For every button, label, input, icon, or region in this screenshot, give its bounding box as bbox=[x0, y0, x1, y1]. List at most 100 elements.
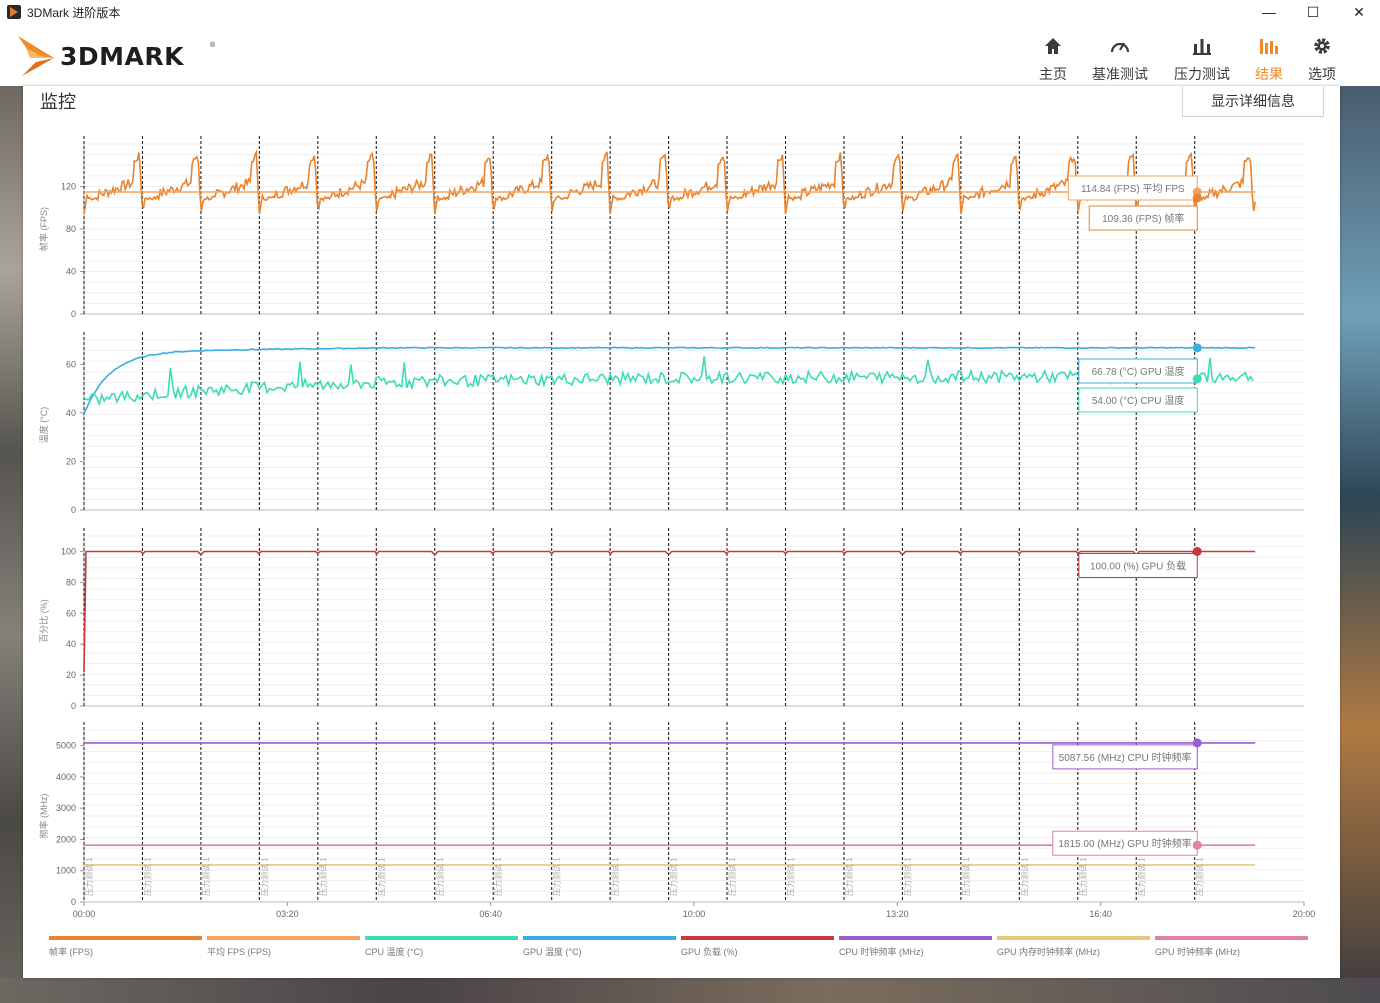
nav-options[interactable]: 选项 bbox=[1302, 34, 1342, 84]
nav-options-label: 选项 bbox=[1308, 66, 1336, 82]
x-tick-label: 13:20 bbox=[886, 909, 909, 919]
x-tick-label: 20:00 bbox=[1293, 909, 1316, 919]
tooltip-text: 109.36 (FPS) 帧率 bbox=[1102, 212, 1184, 225]
panel-title: 监控 bbox=[40, 92, 76, 112]
tooltip-text: 54.00 (°C) CPU 温度 bbox=[1092, 394, 1184, 407]
legend-label: GPU 时钟频率 (MHz) bbox=[1155, 946, 1240, 957]
legend-label: CPU 温度 (°C) bbox=[365, 946, 423, 957]
tooltip-text: 1815.00 (MHz) GPU 时钟频率 bbox=[1058, 837, 1191, 850]
legend-swatch bbox=[207, 936, 360, 940]
x-tick-label: 16:40 bbox=[1089, 909, 1112, 919]
nav-home[interactable]: 主页 bbox=[1030, 34, 1076, 84]
y-axis-label: 帧率 (FPS) bbox=[38, 207, 49, 251]
maximize-button[interactable]: ☐ bbox=[1306, 3, 1320, 20]
app-header: 3DMARK ® 主页 基准测试 压力测试 结果 选项 bbox=[0, 24, 1380, 86]
y-tick-label: 40 bbox=[66, 639, 76, 649]
window-titlebar: 3DMark 进阶版本 — ☐ ✕ bbox=[0, 0, 1380, 24]
y-tick-label: 80 bbox=[66, 577, 76, 587]
legend-label: GPU 内存时钟频率 (MHz) bbox=[997, 946, 1100, 957]
tooltip-text: 5087.56 (MHz) CPU 时钟频率 bbox=[1059, 751, 1192, 764]
y-tick-label: 60 bbox=[66, 359, 76, 369]
tooltip-box bbox=[1052, 744, 1198, 770]
background-art-left bbox=[0, 86, 23, 1003]
legend-swatch bbox=[681, 936, 834, 940]
marker-label: 压力测试 1 bbox=[669, 857, 679, 896]
legend-label: 平均 FPS (FPS) bbox=[207, 946, 271, 957]
y-tick-label: 60 bbox=[66, 608, 76, 618]
nav-results[interactable]: 结果 bbox=[1248, 34, 1290, 84]
legend-swatch bbox=[523, 936, 676, 940]
cursor-dot bbox=[1192, 374, 1202, 384]
chart-panel-3 bbox=[80, 528, 1304, 707]
tooltip-text: 114.84 (FPS) 平均 FPS bbox=[1081, 183, 1185, 195]
legend-swatch bbox=[365, 936, 518, 940]
marker-label: 压力测试 1 bbox=[552, 857, 562, 896]
marker-label: 压力测试 1 bbox=[961, 857, 971, 896]
nav-stress-tests-label: 压力测试 bbox=[1174, 66, 1230, 82]
tooltip-box bbox=[1078, 387, 1198, 413]
show-details-button[interactable]: 显示详细信息 bbox=[1182, 86, 1324, 117]
tooltip-box bbox=[1088, 205, 1198, 231]
marker-label: 压力测试 1 bbox=[376, 857, 386, 896]
y-tick-label: 0 bbox=[71, 701, 76, 711]
tooltip-box bbox=[1067, 175, 1198, 201]
marker-label: 压力测试 1 bbox=[493, 857, 503, 896]
y-axis-label: 温度 (°C) bbox=[38, 407, 49, 444]
y-tick-label: 1000 bbox=[56, 866, 76, 876]
nav-benchmarks[interactable]: 基准测试 bbox=[1088, 34, 1152, 84]
results-icon bbox=[1260, 39, 1278, 54]
marker-label: 压力测试 1 bbox=[1195, 857, 1205, 896]
y-tick-label: 120 bbox=[61, 182, 76, 192]
tooltip-text: 66.78 (°C) GPU 温度 bbox=[1092, 365, 1185, 378]
logo-trademark: ® bbox=[210, 42, 216, 49]
background-art-right bbox=[1340, 86, 1380, 1003]
bar-chart-icon bbox=[1193, 39, 1211, 55]
logo-text: 3DMARK bbox=[60, 42, 184, 71]
legend-label: 帧率 (FPS) bbox=[49, 946, 93, 957]
x-tick-label: 00:00 bbox=[73, 909, 96, 919]
legend-swatch bbox=[997, 936, 1150, 940]
tooltip-text: 100.00 (%) GPU 负载 bbox=[1090, 559, 1186, 572]
marker-label: 压力测试 1 bbox=[318, 857, 328, 896]
background-art-bottom bbox=[0, 978, 1380, 1003]
x-tick-label: 10:00 bbox=[683, 909, 706, 919]
marker-label: 压力测试 1 bbox=[610, 857, 620, 896]
marker-label: 压力测试 1 bbox=[1136, 857, 1146, 896]
y-tick-label: 100 bbox=[61, 546, 76, 556]
marker-label: 压力测试 1 bbox=[1078, 857, 1088, 896]
nav-home-label: 主页 bbox=[1039, 66, 1067, 82]
legend-label: CPU 时钟频率 (MHz) bbox=[839, 946, 924, 957]
marker-label: 压力测试 1 bbox=[727, 857, 737, 896]
nav-benchmarks-label: 基准测试 bbox=[1092, 66, 1148, 82]
marker-label: 压力测试 1 bbox=[142, 857, 152, 896]
y-tick-label: 2000 bbox=[56, 834, 76, 844]
x-tick-label: 03:20 bbox=[276, 909, 299, 919]
y-axis-label: 百分比 (%) bbox=[38, 599, 49, 643]
marker-label: 压力测试 1 bbox=[84, 857, 94, 896]
cursor-dot bbox=[1192, 840, 1202, 850]
window-title: 3DMark 进阶版本 bbox=[27, 6, 121, 20]
legend-label: GPU 负载 (%) bbox=[681, 946, 738, 957]
marker-label: 压力测试 1 bbox=[435, 857, 445, 896]
close-button[interactable]: ✕ bbox=[1353, 3, 1365, 20]
3dmark-logo-icon bbox=[18, 36, 54, 76]
nav-stress-tests[interactable]: 压力测试 bbox=[1170, 34, 1234, 84]
cursor-dot bbox=[1192, 546, 1202, 556]
series-line-CPU-温度 bbox=[83, 356, 1254, 407]
y-tick-label: 3000 bbox=[56, 803, 76, 813]
y-tick-label: 40 bbox=[66, 267, 76, 277]
y-tick-label: 0 bbox=[71, 505, 76, 515]
marker-label: 压力测试 1 bbox=[201, 857, 211, 896]
tooltip-box bbox=[1078, 552, 1198, 578]
minimize-button[interactable]: — bbox=[1262, 4, 1276, 20]
legend-label: GPU 温度 (°C) bbox=[523, 946, 582, 957]
y-tick-label: 20 bbox=[66, 456, 76, 466]
cursor-dot bbox=[1192, 343, 1202, 353]
gauge-icon bbox=[1110, 42, 1130, 53]
legend-swatch bbox=[839, 936, 992, 940]
cursor-dot bbox=[1192, 738, 1202, 748]
legend-swatch bbox=[1155, 936, 1308, 940]
tooltip-box bbox=[1078, 358, 1198, 384]
app-icon bbox=[7, 5, 21, 19]
cursor-dot bbox=[1192, 193, 1202, 203]
